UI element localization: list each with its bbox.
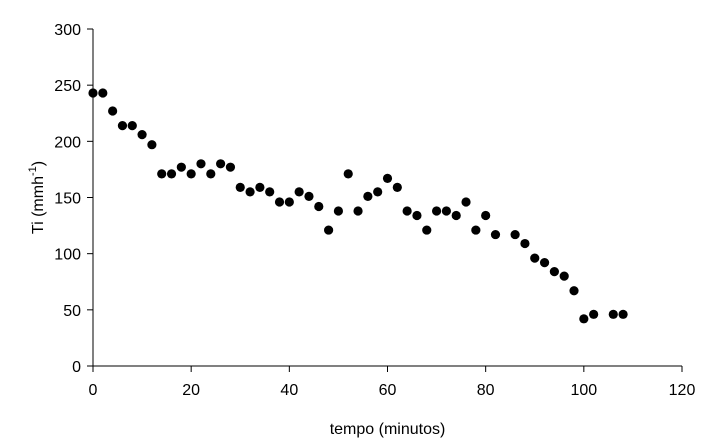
data-point bbox=[216, 159, 226, 169]
y-tick-label: 250 bbox=[54, 78, 81, 95]
data-point bbox=[363, 191, 373, 201]
data-point bbox=[461, 197, 471, 207]
data-point bbox=[324, 225, 334, 235]
data-point bbox=[265, 187, 275, 197]
y-tick-label: 200 bbox=[54, 134, 81, 151]
y-tick-label: 150 bbox=[54, 191, 81, 208]
data-point bbox=[608, 309, 618, 319]
data-point bbox=[186, 169, 196, 179]
data-point bbox=[481, 210, 491, 221]
y-tick-label: 100 bbox=[54, 247, 81, 264]
x-tick-label: 60 bbox=[379, 382, 397, 399]
y-axis-ticks: 0 50 100 150 200 250 300 bbox=[54, 22, 93, 376]
data-point bbox=[157, 169, 167, 179]
x-tick-label: 40 bbox=[280, 382, 298, 399]
data-point bbox=[422, 225, 432, 235]
data-point bbox=[373, 187, 383, 197]
x-axis-title: tempo (minutos) bbox=[330, 421, 446, 438]
data-point bbox=[255, 182, 265, 192]
data-point bbox=[402, 206, 412, 216]
data-point bbox=[441, 206, 451, 216]
data-point bbox=[333, 206, 344, 216]
data-point bbox=[137, 129, 147, 140]
data-point bbox=[353, 206, 363, 216]
data-point bbox=[392, 182, 402, 192]
data-points bbox=[88, 88, 628, 324]
data-point bbox=[471, 225, 481, 235]
data-point bbox=[618, 309, 628, 319]
data-point bbox=[245, 187, 255, 197]
data-point bbox=[127, 121, 137, 131]
data-point bbox=[549, 267, 559, 277]
x-tick-label: 0 bbox=[89, 382, 98, 399]
data-point bbox=[510, 229, 520, 240]
data-point bbox=[147, 140, 157, 150]
data-point bbox=[294, 187, 304, 197]
data-point bbox=[520, 238, 530, 249]
data-point bbox=[235, 182, 245, 192]
data-point bbox=[225, 162, 236, 172]
data-point bbox=[274, 197, 285, 207]
data-point bbox=[196, 159, 206, 169]
data-point bbox=[589, 309, 599, 319]
y-tick-label: 50 bbox=[63, 303, 81, 320]
data-point bbox=[530, 253, 540, 263]
y-axis-title-superscript: -1 bbox=[27, 166, 39, 176]
y-tick-label: 300 bbox=[54, 22, 81, 39]
data-point bbox=[314, 201, 324, 212]
y-tick-label: 0 bbox=[72, 359, 81, 376]
data-point bbox=[108, 106, 118, 116]
y-axis-title: Ti (mmh-1) bbox=[27, 161, 47, 234]
data-point bbox=[559, 271, 569, 281]
data-point bbox=[166, 169, 177, 179]
data-point bbox=[539, 258, 550, 268]
y-axis-title-base: Ti (mmh bbox=[30, 176, 47, 234]
data-point bbox=[579, 314, 589, 324]
x-tick-label: 120 bbox=[669, 382, 696, 399]
data-point bbox=[284, 197, 294, 207]
data-point bbox=[98, 88, 108, 98]
data-point bbox=[569, 286, 579, 296]
data-point bbox=[382, 173, 393, 184]
data-point bbox=[412, 210, 422, 221]
data-point bbox=[304, 191, 314, 201]
y-axis-title-close: ) bbox=[30, 161, 47, 166]
x-tick-label: 20 bbox=[182, 382, 200, 399]
data-point bbox=[431, 206, 442, 216]
x-tick-label: 100 bbox=[570, 382, 597, 399]
x-axis-ticks: 0 20 40 60 80 100 120 bbox=[89, 366, 696, 399]
data-point bbox=[206, 169, 216, 179]
data-point bbox=[117, 121, 128, 131]
data-point bbox=[343, 169, 353, 179]
data-point bbox=[451, 210, 461, 221]
data-point bbox=[490, 229, 501, 240]
x-tick-label: 80 bbox=[477, 382, 495, 399]
data-point bbox=[176, 162, 186, 172]
data-point bbox=[88, 88, 98, 98]
